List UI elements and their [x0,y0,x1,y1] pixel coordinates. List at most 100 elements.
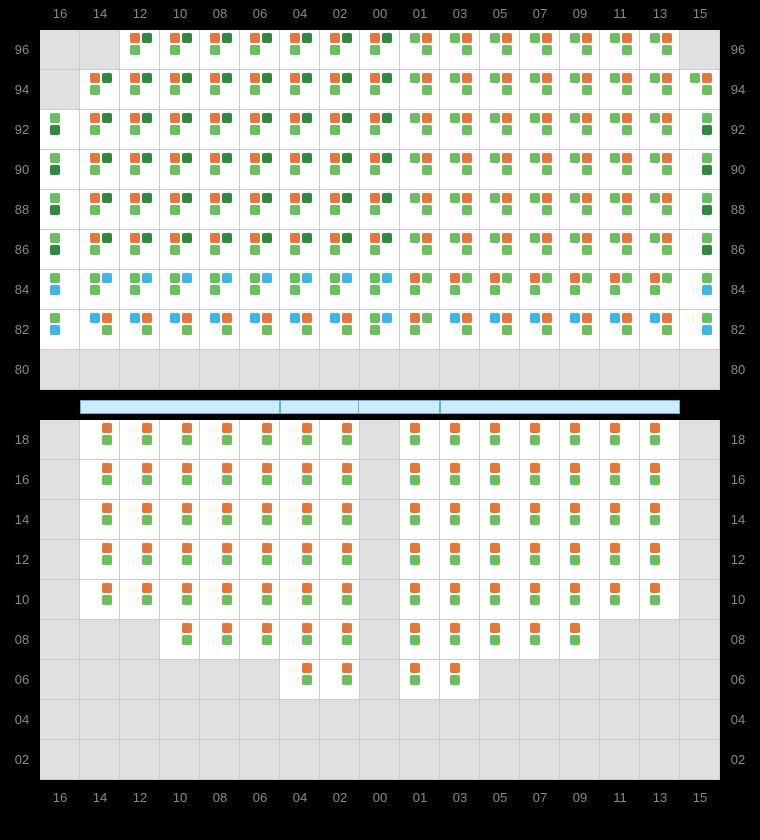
seat[interactable] [382,313,392,323]
seat[interactable] [530,313,540,323]
seat[interactable] [610,33,620,43]
seat[interactable] [342,595,352,605]
seat[interactable] [102,73,112,83]
seat[interactable] [542,45,552,55]
seat[interactable] [422,273,432,283]
seat[interactable] [50,205,60,215]
grid-cell[interactable] [480,190,520,230]
seat[interactable] [262,325,272,335]
grid-cell[interactable] [600,270,640,310]
grid-cell[interactable] [480,580,520,620]
seat[interactable] [450,313,460,323]
seat[interactable] [330,193,340,203]
seat-group[interactable] [123,153,157,187]
seat[interactable] [462,33,472,43]
seat[interactable] [290,165,300,175]
seat[interactable] [410,193,420,203]
seat-group[interactable] [483,193,517,227]
grid-cell[interactable] [200,110,240,150]
seat[interactable] [370,285,380,295]
grid-cell[interactable] [680,310,720,350]
seat[interactable] [650,543,660,553]
grid-cell[interactable] [320,310,360,350]
seat[interactable] [450,583,460,593]
grid-cell[interactable] [80,190,120,230]
grid-cell[interactable] [280,540,320,580]
seat[interactable] [530,543,540,553]
seat[interactable] [102,475,112,485]
seat-group[interactable] [603,313,637,347]
seat-group[interactable] [683,233,717,267]
seat[interactable] [262,73,272,83]
seat[interactable] [450,463,460,473]
seat[interactable] [570,503,580,513]
seat-group[interactable] [523,423,557,457]
seat[interactable] [290,205,300,215]
grid-cell[interactable] [400,230,440,270]
seat[interactable] [210,125,220,135]
seat[interactable] [222,503,232,513]
seat[interactable] [490,555,500,565]
seat[interactable] [262,635,272,645]
seat[interactable] [302,475,312,485]
seat[interactable] [342,663,352,673]
seat[interactable] [330,33,340,43]
seat-group[interactable] [323,543,357,577]
seat[interactable] [130,205,140,215]
seat[interactable] [622,325,632,335]
seat-group[interactable] [283,543,317,577]
seat-group[interactable] [283,233,317,267]
seat[interactable] [330,273,340,283]
seat-group[interactable] [483,583,517,617]
seat-group[interactable] [163,113,197,147]
seat[interactable] [170,313,180,323]
grid-cell[interactable] [640,420,680,460]
seat[interactable] [142,583,152,593]
seat[interactable] [542,85,552,95]
seat[interactable] [102,583,112,593]
seat-group[interactable] [323,313,357,347]
seat-group[interactable] [203,73,237,107]
seat[interactable] [610,515,620,525]
seat[interactable] [302,503,312,513]
seat-group[interactable] [683,313,717,347]
seat[interactable] [702,205,712,215]
seat-group[interactable] [403,73,437,107]
seat-group[interactable] [523,153,557,187]
seat-group[interactable] [443,623,477,657]
seat[interactable] [370,245,380,255]
seat[interactable] [530,73,540,83]
seat[interactable] [210,193,220,203]
grid-cell[interactable] [120,70,160,110]
grid-cell[interactable] [280,70,320,110]
seat[interactable] [582,245,592,255]
seat[interactable] [210,153,220,163]
grid-cell[interactable] [240,150,280,190]
grid-cell[interactable] [160,310,200,350]
seat-group[interactable] [483,543,517,577]
seat[interactable] [582,165,592,175]
seat[interactable] [570,463,580,473]
seat[interactable] [250,33,260,43]
seat[interactable] [222,325,232,335]
seat-group[interactable] [283,73,317,107]
seat[interactable] [462,165,472,175]
grid-cell[interactable] [600,310,640,350]
grid-cell[interactable] [280,150,320,190]
seat[interactable] [182,193,192,203]
seat[interactable] [570,543,580,553]
seat-group[interactable] [523,503,557,537]
seat-group[interactable] [43,113,77,147]
grid-cell[interactable] [160,230,200,270]
seat-group[interactable] [403,313,437,347]
seat[interactable] [422,125,432,135]
seat-group[interactable] [403,233,437,267]
seat-group[interactable] [403,153,437,187]
seat-group[interactable] [403,193,437,227]
seat[interactable] [222,475,232,485]
seat[interactable] [702,165,712,175]
seat-group[interactable] [243,313,277,347]
seat[interactable] [370,45,380,55]
seat-group[interactable] [363,313,397,347]
seat[interactable] [142,423,152,433]
